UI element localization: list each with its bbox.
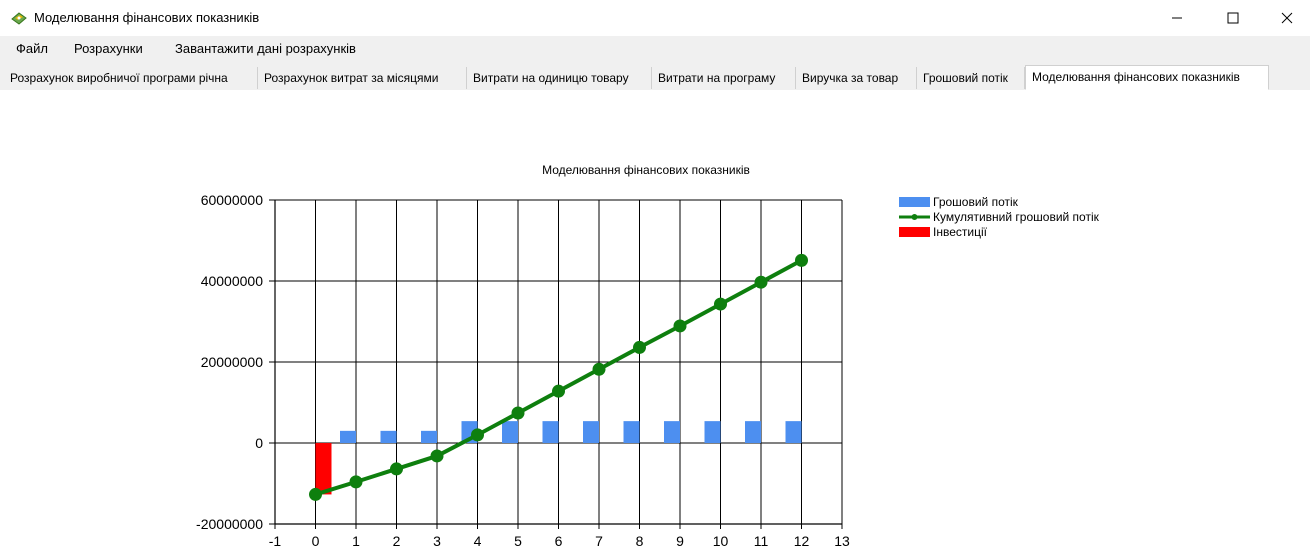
x-tick-label: 7 [595, 533, 603, 549]
tab-unit-costs[interactable]: Витрати на одиницю товару [467, 67, 652, 89]
tab-strip: Розрахунок виробничої програми річна Роз… [0, 62, 1310, 91]
cash-flow-bar [380, 430, 397, 443]
cash-flow-bar [421, 430, 437, 443]
legend-marker [911, 214, 918, 220]
close-button[interactable] [1264, 0, 1310, 36]
cumulative-point [511, 406, 525, 420]
cumulative-point [633, 340, 646, 354]
menu-calculations[interactable]: Розрахунки [74, 41, 143, 56]
cash-flow-bar [704, 421, 721, 443]
cumulative-point [430, 449, 444, 463]
cumulative-point [552, 384, 565, 398]
legend-label: Грошовий потік [933, 195, 1019, 209]
cash-flow-bar [583, 421, 599, 443]
window-title: Моделювання фінансових показників [34, 10, 260, 25]
cash-flow-bar [745, 421, 761, 443]
x-tick-label: 4 [474, 533, 482, 549]
legend-swatch [899, 227, 930, 237]
y-tick-label: 20000000 [201, 354, 264, 370]
title-bar: Моделювання фінансових показників [0, 0, 1310, 36]
x-tick-label: 6 [555, 533, 563, 549]
x-tick-label: -1 [269, 533, 282, 549]
cash-flow-bar [542, 421, 559, 443]
x-tick-label: 12 [794, 533, 810, 549]
financial-chart: Моделювання фінансових показників -20000… [196, 163, 1100, 549]
cumulative-point [471, 428, 484, 442]
cash-flow-bar [785, 421, 802, 443]
x-tick-label: 8 [636, 533, 644, 549]
y-tick-label: 0 [255, 435, 263, 451]
chart-line [309, 253, 808, 501]
cumulative-point [390, 462, 403, 476]
maximize-button[interactable] [1210, 0, 1256, 36]
chart-bars [315, 421, 802, 495]
legend-swatch [899, 197, 930, 207]
x-tick-label: 2 [393, 533, 401, 549]
close-icon [1281, 12, 1293, 24]
cash-flow-bar [623, 421, 640, 443]
x-tick-label: 11 [754, 533, 769, 549]
cumulative-point [673, 319, 687, 333]
tab-financial-modeling[interactable]: Моделювання фінансових показників [1025, 65, 1269, 90]
x-tick-label: 13 [834, 533, 850, 549]
cumulative-point [795, 253, 808, 267]
x-tick-label: 9 [676, 533, 684, 549]
tab-content: Моделювання фінансових показників -20000… [0, 90, 1310, 551]
x-tick-label: 0 [312, 533, 320, 549]
legend-label: Кумулятивний грошовий потік [933, 210, 1100, 224]
chart-grid [275, 199, 843, 525]
tab-revenue[interactable]: Виручка за товар [796, 67, 917, 89]
cumulative-point [349, 475, 363, 489]
chart-title: Моделювання фінансових показників [542, 163, 750, 177]
maximize-icon [1227, 12, 1239, 24]
tab-program-costs[interactable]: Витрати на програму [652, 67, 796, 89]
x-tick-label: 3 [433, 533, 441, 549]
legend-label: Інвестиції [933, 225, 988, 239]
app-icon [11, 12, 27, 25]
tab-cash-flow[interactable]: Грошовий потік [917, 67, 1025, 89]
cumulative-point [309, 487, 322, 501]
tab-monthly-costs[interactable]: Розрахунок витрат за місяцями [258, 67, 467, 89]
menu-file[interactable]: Файл [16, 41, 48, 56]
minimize-button[interactable] [1154, 0, 1200, 36]
cumulative-point [592, 362, 606, 376]
cumulative-point [714, 297, 727, 311]
investment-bar [315, 443, 332, 495]
x-tick-label: 10 [713, 533, 729, 549]
cash-flow-bar [340, 430, 356, 443]
y-tick-label: -20000000 [196, 516, 263, 532]
tab-production-program[interactable]: Розрахунок виробничої програми річна [4, 67, 258, 89]
y-tick-label: 40000000 [201, 273, 264, 289]
menu-load-data[interactable]: Завантажити дані розрахунків [175, 41, 356, 56]
minimize-icon [1172, 17, 1182, 19]
x-tick-label: 5 [514, 533, 522, 549]
cumulative-point [754, 275, 768, 289]
y-tick-label: 60000000 [201, 192, 264, 208]
x-tick-label: 1 [352, 533, 360, 549]
cash-flow-bar [664, 421, 680, 443]
cash-flow-bar [502, 421, 518, 443]
menu-bar: Файл Розрахунки Завантажити дані розраху… [0, 36, 1310, 62]
